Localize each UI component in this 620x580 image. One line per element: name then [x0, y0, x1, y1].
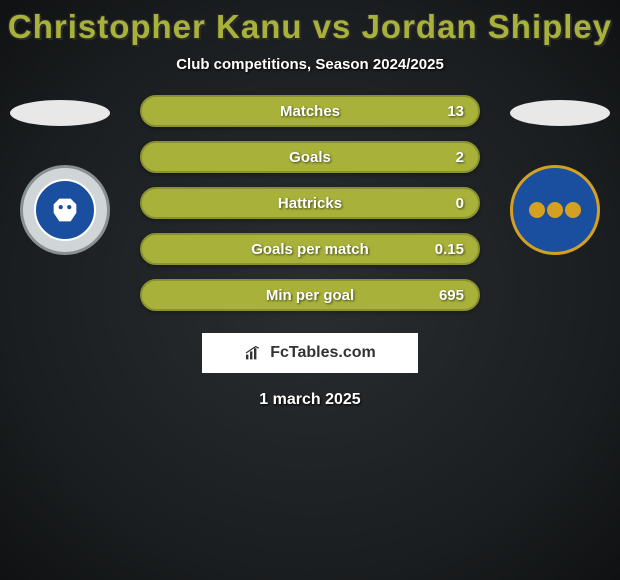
- content-area: Matches 13 Goals 2 Hattricks 0 Goals per…: [0, 95, 620, 409]
- stat-label: Hattricks: [278, 195, 342, 212]
- comparison-card: Christopher Kanu vs Jordan Shipley Club …: [0, 0, 620, 409]
- stat-bar: Hattricks 0: [140, 187, 480, 219]
- stat-label: Min per goal: [266, 287, 354, 304]
- stat-bar: Goals per match 0.15: [140, 233, 480, 265]
- stats-bars: Matches 13 Goals 2 Hattricks 0 Goals per…: [140, 95, 480, 311]
- stat-bar: Matches 13: [140, 95, 480, 127]
- stat-value: 2: [456, 149, 464, 166]
- club-badge-left: [20, 165, 110, 255]
- brand-text: FcTables.com: [270, 344, 376, 362]
- lion-icon: [565, 202, 581, 218]
- subtitle: Club competitions, Season 2024/2025: [0, 56, 620, 73]
- brand-logo[interactable]: FcTables.com: [202, 333, 418, 373]
- stat-value: 13: [447, 103, 464, 120]
- lion-icon: [529, 202, 545, 218]
- club-crest-icon: [510, 165, 600, 255]
- club-crest-icon: [20, 165, 110, 255]
- club-badge-right: [510, 165, 600, 255]
- stat-value: 0: [456, 195, 464, 212]
- date-label: 1 march 2025: [0, 391, 620, 409]
- player-avatar-right: [510, 90, 610, 150]
- page-title: Christopher Kanu vs Jordan Shipley: [0, 8, 620, 46]
- stat-bar: Min per goal 695: [140, 279, 480, 311]
- stat-value: 0.15: [435, 241, 464, 258]
- stat-value: 695: [439, 287, 464, 304]
- crest-inner: [523, 178, 587, 242]
- avatar-placeholder-icon: [10, 100, 110, 126]
- player-avatar-left: [10, 90, 110, 150]
- avatar-placeholder-icon: [510, 100, 610, 126]
- lion-icon: [547, 202, 563, 218]
- crest-inner: [34, 179, 96, 241]
- stat-label: Goals: [289, 149, 331, 166]
- stat-label: Matches: [280, 103, 340, 120]
- stat-bar: Goals 2: [140, 141, 480, 173]
- stat-label: Goals per match: [251, 241, 369, 258]
- chart-icon: [244, 345, 264, 361]
- animal-icon: [48, 193, 82, 227]
